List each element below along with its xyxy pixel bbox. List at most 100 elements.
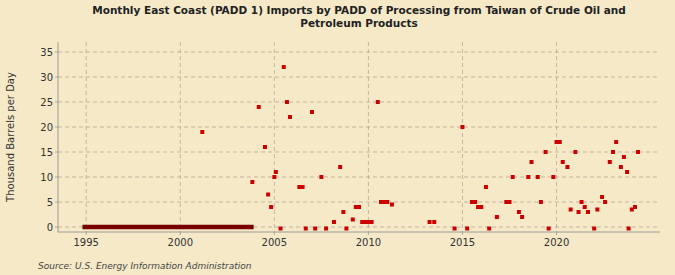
y-grid-line (58, 202, 660, 203)
y-grid-line (58, 127, 660, 128)
point (547, 227, 551, 231)
x-tick-label: 2005 (262, 237, 287, 248)
x-grid-line (274, 42, 275, 232)
x-tick-label: 2015 (450, 237, 475, 248)
point (561, 160, 565, 164)
point (432, 220, 436, 224)
title-line: Petroleum Products (300, 17, 418, 29)
point (577, 210, 581, 214)
point (636, 150, 640, 154)
point (508, 200, 512, 204)
x-grid-line (180, 42, 181, 232)
point (341, 210, 345, 214)
y-tick-label: 20 (40, 122, 53, 133)
point (583, 205, 587, 209)
point (263, 145, 267, 149)
y-tick (55, 102, 58, 103)
source: Source: U.S. Energy Information Administ… (38, 261, 252, 271)
point (473, 200, 477, 204)
point (530, 160, 534, 164)
point (619, 165, 623, 169)
point (453, 227, 457, 231)
plot-area (82, 65, 640, 231)
y-axis-label: Thousand Barrels per Day (5, 72, 16, 203)
x-tick (368, 232, 369, 235)
y-tick (55, 177, 58, 178)
scatter-points (200, 65, 640, 231)
y-tick (55, 227, 58, 228)
x-tick-label: 1995 (73, 237, 98, 248)
y-tick-label: 15 (40, 147, 53, 158)
grid (58, 42, 660, 232)
point (301, 185, 305, 189)
point (313, 227, 317, 231)
chart: Monthly East Coast (PADD 1) Imports by P… (0, 0, 675, 275)
x-grid-line (86, 42, 87, 232)
point (627, 227, 631, 231)
point (479, 205, 483, 209)
point (279, 227, 283, 231)
point (558, 140, 562, 144)
point (614, 140, 618, 144)
point (544, 150, 548, 154)
y-grid-line (58, 177, 660, 178)
point (332, 220, 336, 224)
point (551, 175, 555, 179)
point (272, 175, 276, 179)
x-grid-line (462, 42, 463, 232)
y-grid-line (58, 102, 660, 103)
x-tick (556, 232, 557, 235)
point (288, 115, 292, 119)
point (611, 150, 615, 154)
point (376, 100, 380, 104)
point (517, 210, 521, 214)
x-tick (274, 232, 275, 235)
y-tick (55, 52, 58, 53)
point (338, 165, 342, 169)
point (573, 150, 577, 154)
y-tick-label: 25 (40, 97, 53, 108)
x-tick-label: 2010 (356, 237, 381, 248)
point (586, 210, 590, 214)
point (603, 200, 607, 204)
point (390, 203, 394, 207)
point (536, 175, 540, 179)
zero-line (82, 225, 253, 230)
point (511, 175, 515, 179)
point (274, 170, 278, 174)
background (0, 0, 675, 275)
y-tick-label: 5 (47, 197, 53, 208)
x-tick (180, 232, 181, 235)
y-tick (55, 127, 58, 128)
point (385, 200, 389, 204)
point (428, 220, 432, 224)
point (344, 227, 348, 231)
point (357, 205, 361, 209)
x-tick (86, 232, 87, 235)
point (539, 200, 543, 204)
point (200, 130, 204, 134)
point (565, 165, 569, 169)
y-tick (55, 77, 58, 78)
point (600, 195, 604, 199)
point (484, 185, 488, 189)
y-tick (55, 152, 58, 153)
point (608, 160, 612, 164)
y-tick-label: 35 (40, 47, 53, 58)
x-grid-line (368, 42, 369, 232)
point (319, 175, 323, 179)
y-axis-line (58, 42, 59, 232)
point (460, 125, 464, 129)
x-grid-line (556, 42, 557, 232)
point (304, 227, 308, 231)
title: Monthly East Coast (PADD 1) Imports by P… (92, 4, 626, 29)
y-grid-line (58, 152, 660, 153)
y-tick (55, 202, 58, 203)
title-line: Monthly East Coast (PADD 1) Imports by P… (92, 4, 626, 16)
point (633, 205, 637, 209)
x-tick (462, 232, 463, 235)
point (351, 218, 355, 222)
y-tick-label: 0 (47, 222, 53, 233)
point (625, 170, 629, 174)
point (495, 215, 499, 219)
